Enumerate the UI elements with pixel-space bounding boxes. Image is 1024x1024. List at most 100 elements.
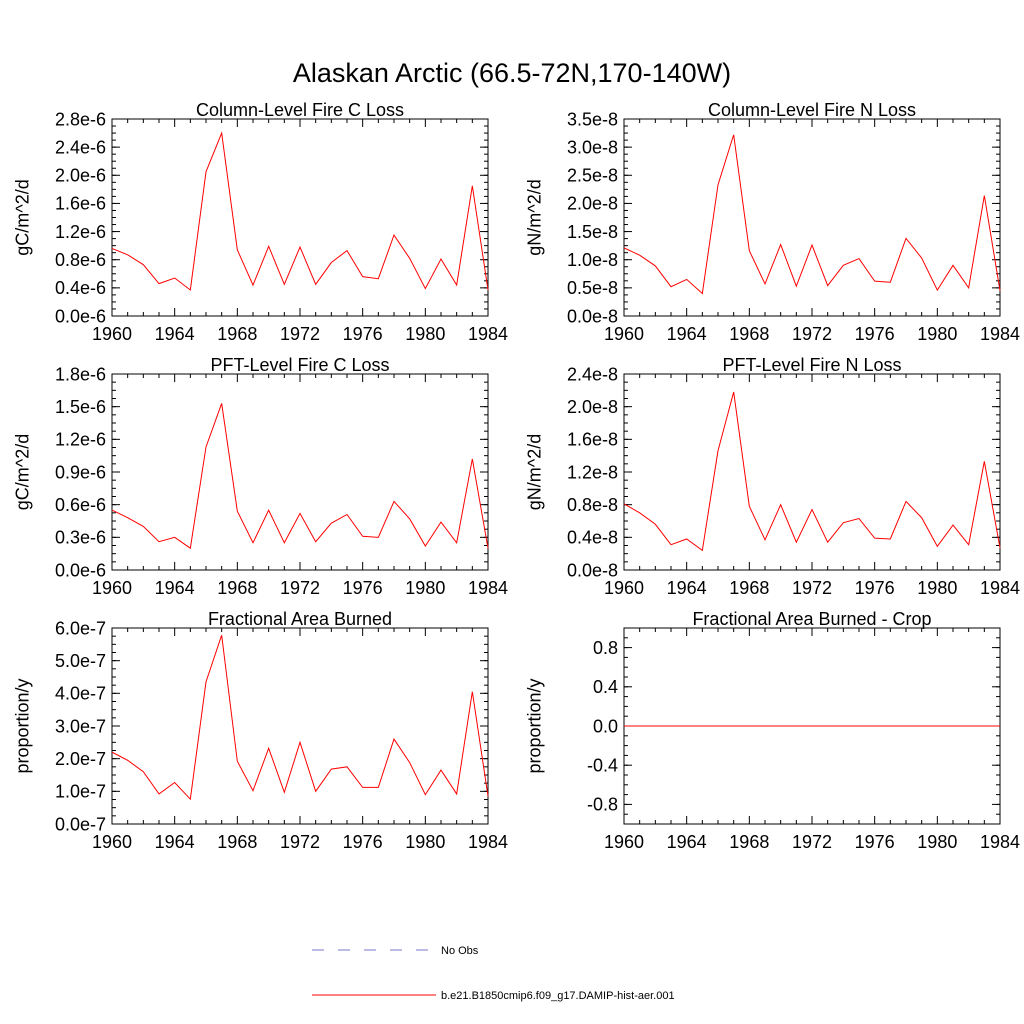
- x-tick-label: 1972: [792, 578, 832, 598]
- panel-title: PFT-Level Fire N Loss: [722, 355, 901, 375]
- x-tick-label: 1980: [405, 578, 445, 598]
- y-axis-label: gC/m^2/d: [12, 179, 32, 255]
- y-tick-label: 2.4e-8: [567, 364, 618, 384]
- x-tick-label: 1972: [280, 578, 320, 598]
- y-tick-label: 0.0e-8: [567, 306, 618, 326]
- plot-frame: [111, 373, 489, 571]
- y-tick-label: 2.4e-6: [55, 137, 106, 157]
- chart-panel-2: Column-Level Fire N Loss gN/m^2/d 1960 1964…: [524, 100, 1020, 344]
- x-tick-label: 1976: [343, 578, 383, 598]
- panel-title: PFT-Level Fire C Loss: [210, 355, 389, 375]
- x-tick-label: 1976: [855, 578, 895, 598]
- y-tick-label: 1.0e-8: [567, 250, 618, 270]
- x-tick-label: 1964: [667, 578, 707, 598]
- y-tick-label: 0.4e-6: [55, 278, 106, 298]
- y-tick-label: 0.0e-6: [55, 560, 106, 580]
- y-tick-label: 0.0e-6: [55, 306, 106, 326]
- y-tick-label: 2.0e-7: [55, 749, 106, 769]
- series-line-model: [111, 403, 489, 550]
- series-line-model: [111, 635, 489, 801]
- y-tick-label: 1.2e-6: [55, 222, 106, 242]
- legend-model-label: b.e21.B1850cmip6.f09_g17.DAMIP-hist-aer.…: [441, 990, 675, 1002]
- x-tick-label: 1984: [980, 832, 1020, 852]
- y-tick-label: 3.0e-7: [55, 716, 106, 736]
- x-tick-label: 1976: [855, 324, 895, 344]
- x-tick-label: 1964: [155, 324, 195, 344]
- y-tick-label: 2.0e-8: [567, 194, 618, 214]
- y-tick-label: 1.5e-6: [55, 397, 106, 417]
- x-tick-label: 1976: [855, 832, 895, 852]
- x-tick-label: 1968: [217, 324, 257, 344]
- y-tick-label: 6.0e-7: [55, 618, 106, 638]
- x-tick-label: 1976: [343, 832, 383, 852]
- x-tick-label: 1972: [280, 324, 320, 344]
- x-tick-label: 1960: [604, 832, 644, 852]
- series-line-model: [623, 391, 1001, 552]
- x-tick-label: 1980: [917, 832, 957, 852]
- panel-title: Fractional Area Burned - Crop: [692, 609, 931, 629]
- y-axis-label: gC/m^2/d: [12, 434, 32, 510]
- legend: No Obs b.e21.B1850cmip6.f09_g17.DAMIP-hi…: [312, 945, 675, 1002]
- legend-obs-label: No Obs: [441, 945, 479, 957]
- y-tick-label: 0.8: [593, 638, 618, 658]
- x-tick-label: 1968: [217, 832, 257, 852]
- y-tick-label: 3.0e-8: [567, 137, 618, 157]
- y-tick-label: 0.9e-6: [55, 462, 106, 482]
- y-tick-label: 2.0e-8: [567, 397, 618, 417]
- y-tick-label: 0.0e-8: [567, 560, 618, 580]
- x-tick-label: 1984: [980, 578, 1020, 598]
- y-tick-label: 2.8e-6: [55, 109, 106, 129]
- y-tick-label: 0.5e-8: [567, 278, 618, 298]
- y-tick-label: 1.6e-6: [55, 194, 106, 214]
- chart-panel-1: Column-Level Fire C Loss gC/m^2/d 1960 1964…: [12, 100, 508, 344]
- y-tick-label: 0.6e-6: [55, 495, 106, 515]
- y-tick-label: 1.0e-7: [55, 782, 106, 802]
- figure-title: Alaskan Arctic (66.5-72N,170-140W): [293, 58, 731, 88]
- x-tick-label: 1968: [729, 324, 769, 344]
- x-tick-label: 1964: [155, 832, 195, 852]
- x-tick-label: 1980: [917, 324, 957, 344]
- x-tick-label: 1964: [667, 832, 707, 852]
- x-tick-label: 1960: [92, 578, 132, 598]
- x-tick-label: 1984: [468, 832, 508, 852]
- x-tick-label: 1980: [917, 578, 957, 598]
- plot-frame: [111, 627, 489, 825]
- panel-grid: Column-Level Fire C Loss gC/m^2/d 1960 1964…: [12, 100, 1020, 852]
- panel-title: Fractional Area Burned: [208, 609, 392, 629]
- plot-frame: [623, 373, 1001, 571]
- chart-panel-4: PFT-Level Fire N Loss gN/m^2/d 1960 1964 196…: [524, 355, 1020, 598]
- y-tick-label: 2.5e-8: [567, 166, 618, 186]
- x-tick-label: 1960: [604, 578, 644, 598]
- x-tick-label: 1984: [468, 324, 508, 344]
- x-tick-label: 1960: [92, 324, 132, 344]
- y-axis-label: gN/m^2/d: [524, 434, 544, 510]
- y-tick-label: 0.4: [593, 677, 618, 697]
- x-tick-label: 1968: [217, 578, 257, 598]
- x-tick-label: 1960: [92, 832, 132, 852]
- y-tick-label: 0.3e-6: [55, 528, 106, 548]
- x-tick-label: 1964: [155, 578, 195, 598]
- y-tick-label: -0.8: [587, 795, 618, 815]
- x-tick-label: 1972: [792, 832, 832, 852]
- chart-panel-5: Fractional Area Burned proportion/y 1960 19…: [12, 609, 508, 852]
- y-tick-label: 0.8e-6: [55, 250, 106, 270]
- y-axis-label: proportion/y: [12, 678, 32, 773]
- y-axis-label: gN/m^2/d: [524, 179, 544, 255]
- panel-title: Column-Level Fire N Loss: [708, 100, 916, 120]
- y-tick-label: 4.0e-7: [55, 684, 106, 704]
- y-tick-label: 1.5e-8: [567, 222, 618, 242]
- y-tick-label: 0.8e-8: [567, 495, 618, 515]
- y-tick-label: 0.0: [593, 716, 618, 736]
- y-tick-label: 0.0e-7: [55, 814, 106, 834]
- series-line-model: [623, 134, 1001, 295]
- y-axis-label: proportion/y: [524, 678, 544, 773]
- y-tick-label: 1.8e-6: [55, 364, 106, 384]
- series-line-model: [111, 131, 489, 291]
- y-tick-label: 0.4e-8: [567, 528, 618, 548]
- x-tick-label: 1964: [667, 324, 707, 344]
- x-tick-label: 1968: [729, 832, 769, 852]
- x-tick-label: 1980: [405, 324, 445, 344]
- y-tick-label: 3.5e-8: [567, 109, 618, 129]
- panel-title: Column-Level Fire C Loss: [196, 100, 404, 120]
